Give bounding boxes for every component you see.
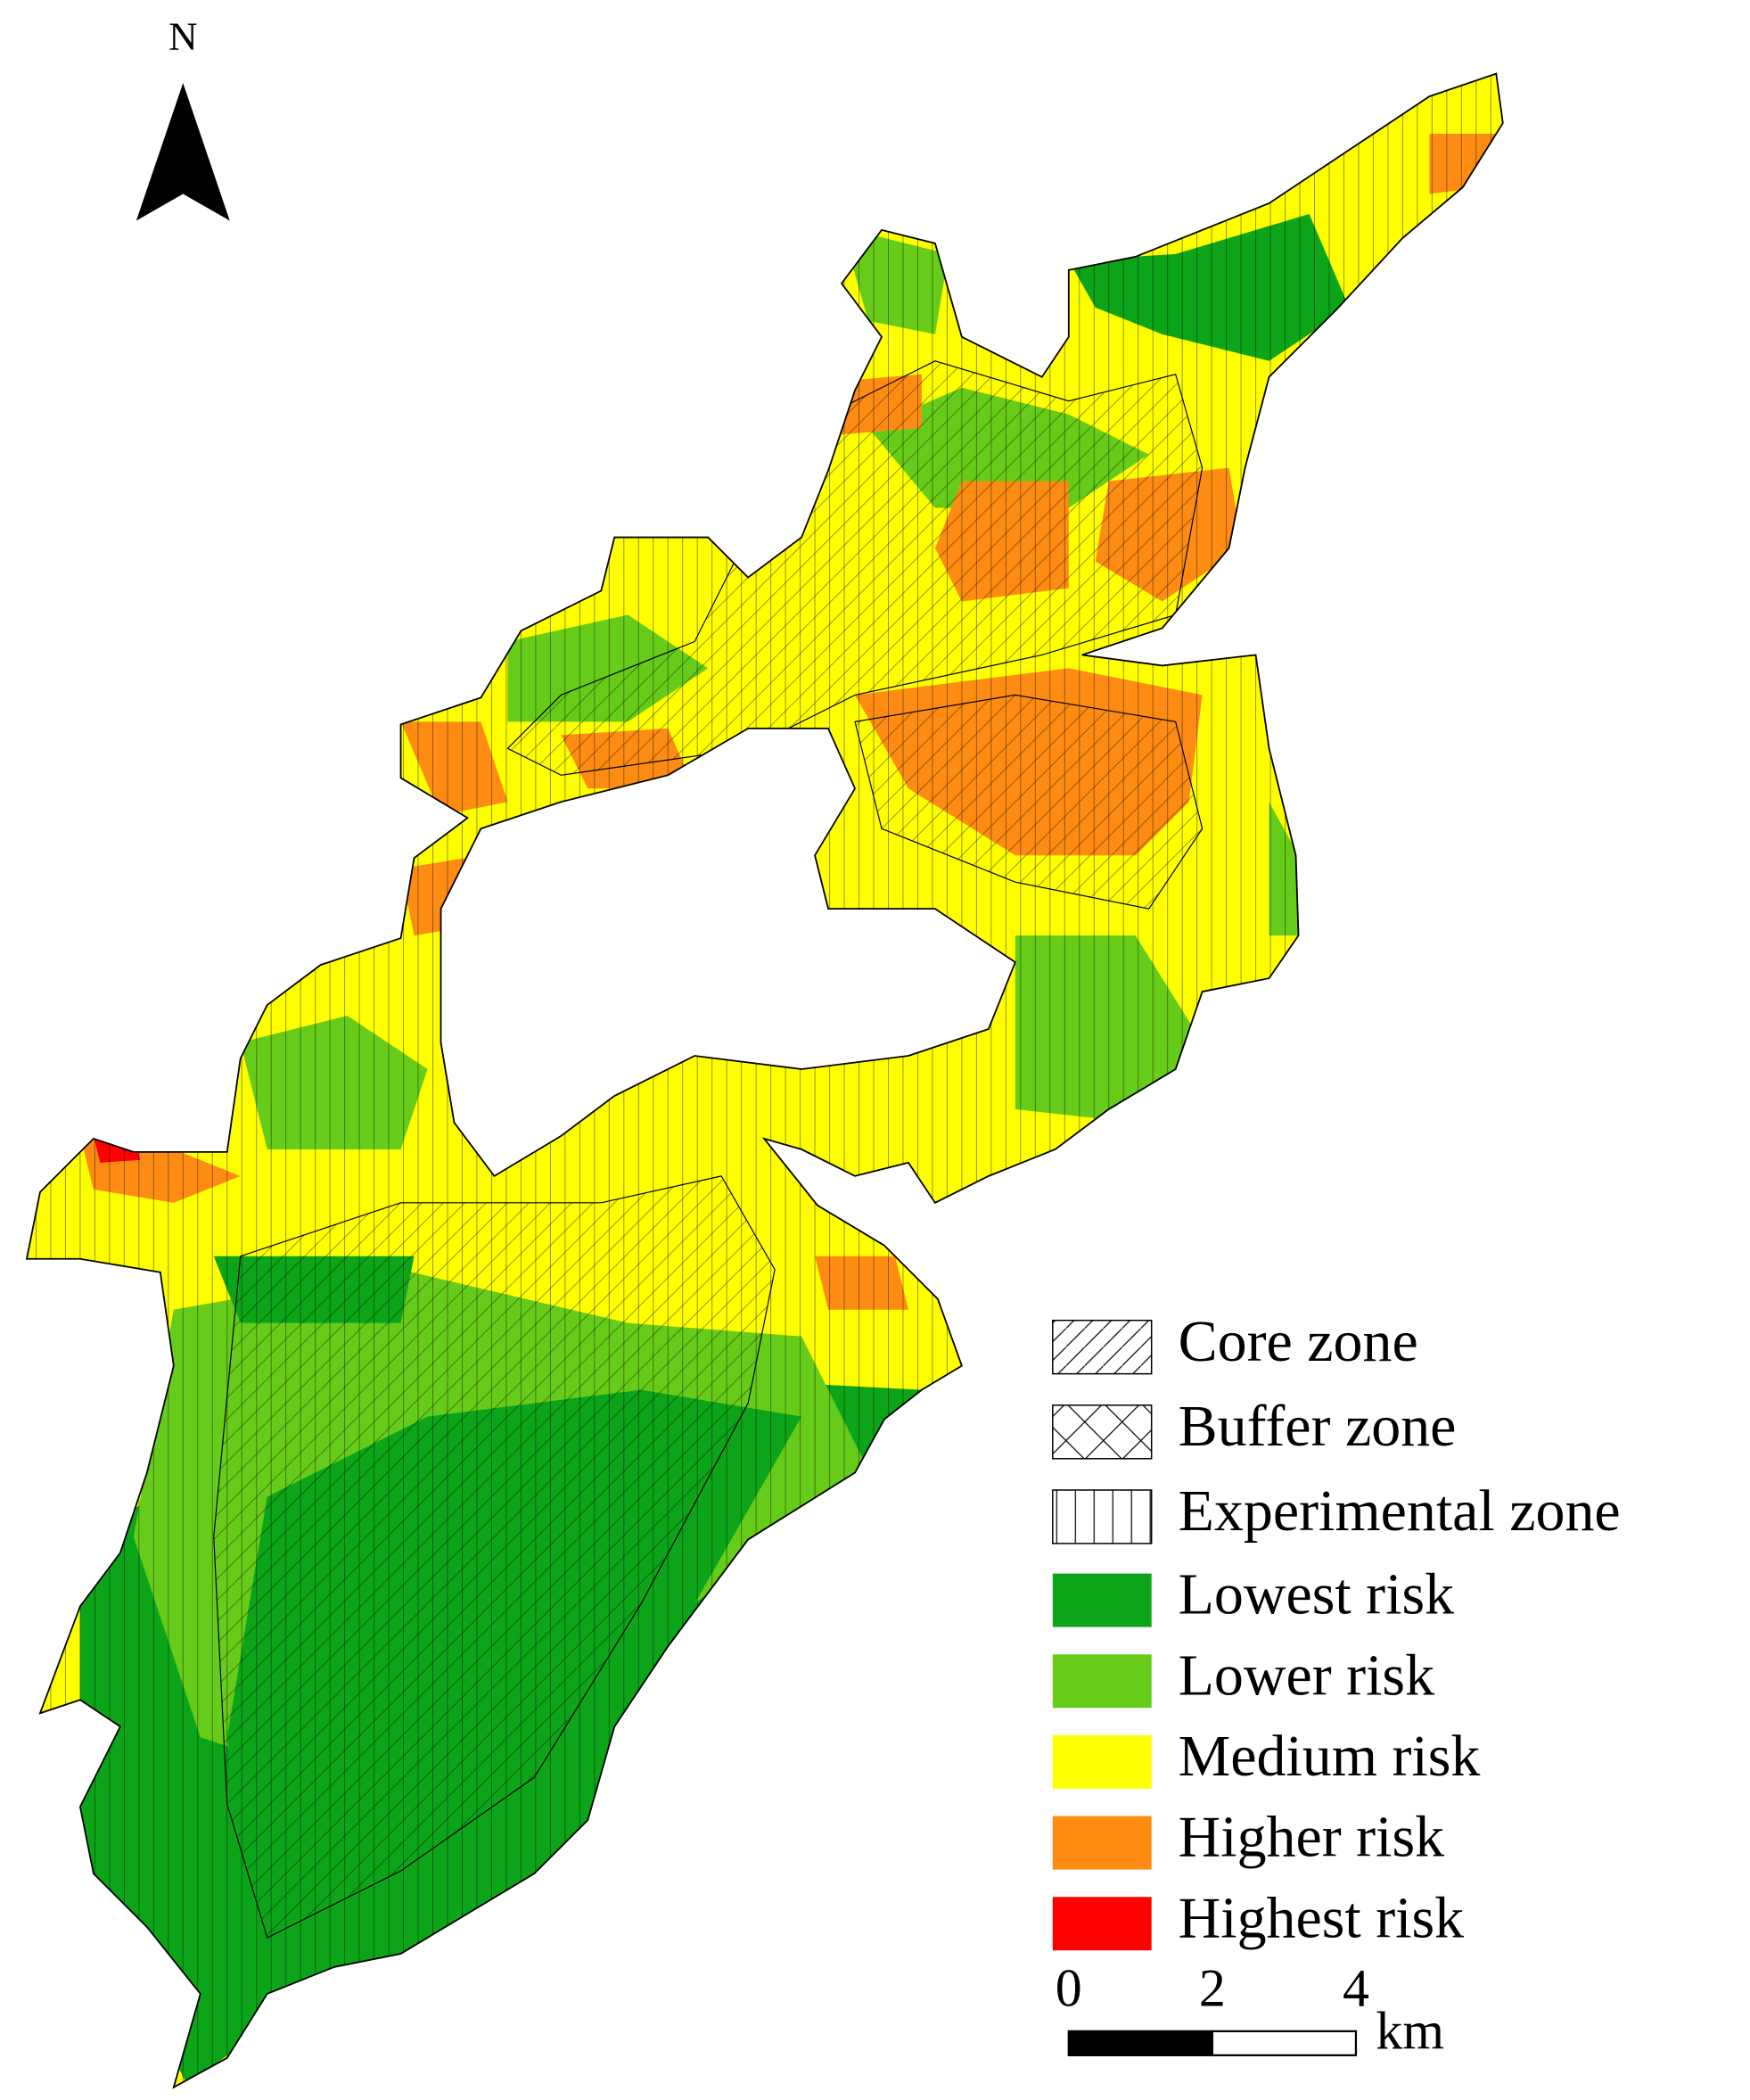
legend-label: Highest risk (1179, 1885, 1464, 1950)
scale-segment (1211, 2030, 1358, 2056)
core-zone-hatch (854, 694, 1204, 910)
legend-label: Experimental zone (1179, 1478, 1621, 1544)
north-arrow-shape (136, 83, 230, 221)
legend-label: Core zone (1179, 1309, 1418, 1374)
legend-label: Lowest risk (1179, 1562, 1454, 1627)
legend-swatch (1052, 1654, 1152, 1709)
legend-swatch (1052, 1897, 1152, 1951)
legend: Core zone Buffer zone Experimental zone Low… (1052, 1309, 1621, 1951)
north-label: N (168, 13, 197, 58)
scale-tick-label: 2 (1199, 1959, 1226, 2018)
scale-bar: 0 2 4km (1056, 1959, 1444, 2061)
legend-swatch (1052, 1816, 1152, 1870)
legend-swatch (1052, 1573, 1152, 1627)
north-arrow: N (136, 13, 230, 221)
legend-label: Buffer zone (1179, 1394, 1457, 1459)
legend-swatch (1052, 1734, 1152, 1789)
scale-tick-label: 0 (1056, 1959, 1082, 2018)
scale-unit: km (1376, 2002, 1444, 2061)
reserve-boundary (25, 72, 1504, 2089)
legend-label: Medium risk (1179, 1724, 1481, 1789)
scale-tick-label: 4 (1343, 1959, 1369, 2018)
core-zone-hatch (213, 1175, 776, 1939)
legend-swatch (1052, 1489, 1153, 1544)
legend-label: Higher risk (1179, 1805, 1444, 1870)
legend-swatch (1052, 1319, 1153, 1375)
legend-label: Lower risk (1179, 1643, 1434, 1708)
legend-swatch (1052, 1404, 1153, 1460)
scale-segment (1067, 2030, 1213, 2056)
core-zone-hatch (506, 360, 1204, 776)
